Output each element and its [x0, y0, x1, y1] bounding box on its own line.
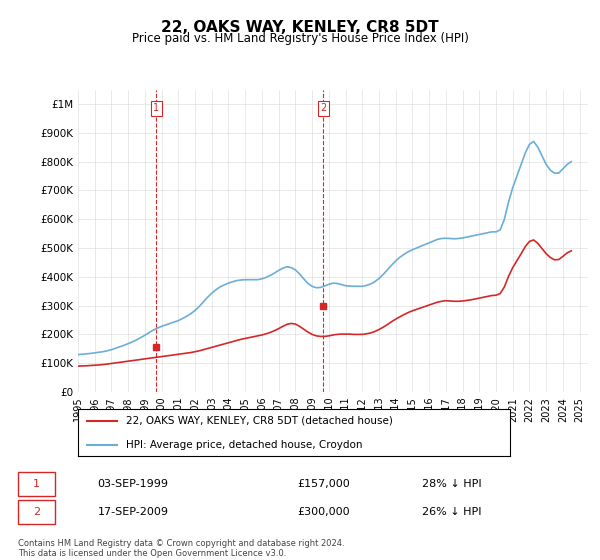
Text: 28% ↓ HPI: 28% ↓ HPI: [422, 479, 482, 489]
Text: 22, OAKS WAY, KENLEY, CR8 5DT: 22, OAKS WAY, KENLEY, CR8 5DT: [161, 20, 439, 35]
Text: 1: 1: [153, 103, 159, 113]
Text: £157,000: £157,000: [297, 479, 350, 489]
Text: 2: 2: [320, 103, 326, 113]
Text: 22, OAKS WAY, KENLEY, CR8 5DT (detached house): 22, OAKS WAY, KENLEY, CR8 5DT (detached …: [125, 416, 392, 426]
Text: 03-SEP-1999: 03-SEP-1999: [97, 479, 169, 489]
Text: 26% ↓ HPI: 26% ↓ HPI: [422, 507, 482, 517]
Text: 1: 1: [33, 479, 40, 489]
FancyBboxPatch shape: [18, 472, 55, 496]
Text: £300,000: £300,000: [297, 507, 350, 517]
Text: 2: 2: [33, 507, 40, 517]
FancyBboxPatch shape: [18, 500, 55, 524]
Text: 17-SEP-2009: 17-SEP-2009: [97, 507, 169, 517]
Text: Contains HM Land Registry data © Crown copyright and database right 2024.
This d: Contains HM Land Registry data © Crown c…: [18, 539, 344, 558]
Text: HPI: Average price, detached house, Croydon: HPI: Average price, detached house, Croy…: [125, 440, 362, 450]
Text: Price paid vs. HM Land Registry's House Price Index (HPI): Price paid vs. HM Land Registry's House …: [131, 32, 469, 45]
